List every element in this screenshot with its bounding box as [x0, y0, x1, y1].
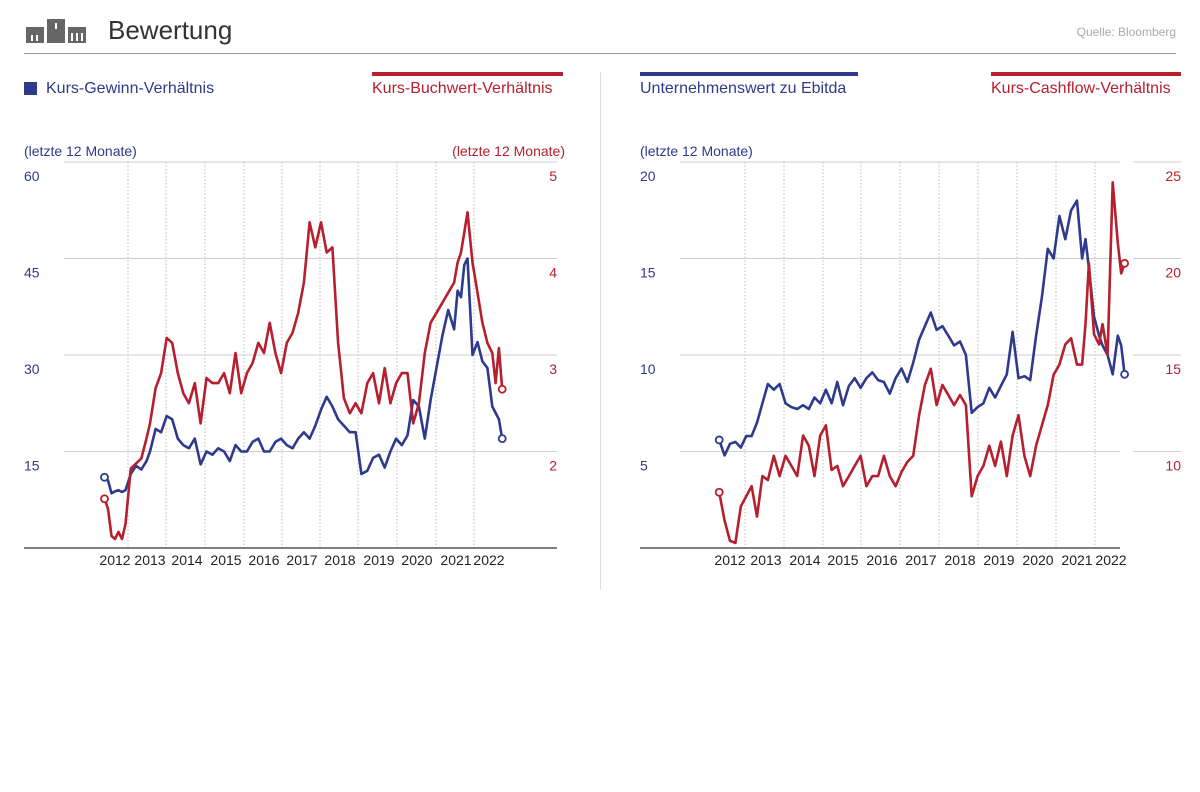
series-end-marker [1120, 369, 1129, 379]
legend-line-kcv [991, 72, 1181, 76]
x-tick-label: 2018 [944, 552, 975, 568]
series-end-marker [497, 434, 507, 444]
x-tick-label: 2017 [286, 552, 317, 568]
y-tick-right: 2 [549, 458, 557, 474]
x-tick-label: 2017 [905, 552, 936, 568]
x-tick-label: 2021 [440, 552, 471, 568]
header-rule [24, 53, 1176, 54]
series-start-marker [714, 435, 724, 445]
x-tick-label: 2019 [983, 552, 1014, 568]
unit-label-left: (letzte 12 Monate) [24, 143, 137, 159]
legend-ev-ebitda: Unternehmenswert zu Ebitda [640, 80, 847, 97]
y-tick-left: 15 [24, 458, 40, 474]
legend-kgv: Kurs-Gewinn-Verhältnis [46, 80, 215, 97]
y-tick-left: 60 [24, 168, 40, 184]
x-tick-label: 2013 [134, 552, 165, 568]
x-tick-label: 2020 [401, 552, 432, 568]
x-tick-label: 2015 [827, 552, 858, 568]
y-tick-left: 30 [24, 361, 40, 377]
x-tick-label: 2012 [99, 552, 130, 568]
logo-icon [26, 19, 86, 43]
y-tick-left: 10 [640, 361, 656, 377]
unit-label-right: (letzte 12 Monate) [452, 143, 565, 159]
source-note: Quelle: Bloomberg [1076, 25, 1176, 39]
x-tick-label: 2022 [473, 552, 504, 568]
x-tick-label: 2019 [363, 552, 394, 568]
y-tick-right: 20 [1165, 265, 1181, 281]
y-tick-right: 15 [1165, 361, 1181, 377]
x-tick-label: 2022 [1095, 552, 1126, 568]
panel-separator [600, 72, 601, 590]
series-line-blue [103, 257, 504, 495]
header: Bewertung Quelle: Bloomberg [0, 0, 1200, 56]
series-line-red [103, 211, 504, 541]
page-title: Bewertung [108, 15, 233, 45]
unit-label-left-2: (letzte 12 Monate) [640, 143, 753, 159]
x-tick-label: 2020 [1022, 552, 1053, 568]
series-line-blue [717, 199, 1126, 457]
series-end-marker [497, 384, 507, 394]
y-tick-left: 15 [640, 265, 656, 281]
y-tick-right: 4 [549, 265, 557, 281]
y-tick-left: 5 [640, 458, 648, 474]
series-start-marker [714, 487, 724, 497]
y-tick-right: 3 [549, 361, 557, 377]
series-start-marker [100, 494, 109, 504]
x-tick-label: 2021 [1061, 552, 1092, 568]
series-end-marker [1120, 258, 1129, 268]
y-tick-left: 45 [24, 265, 40, 281]
legend-line-ev-ebitda [640, 72, 858, 76]
x-tick-label: 2016 [248, 552, 279, 568]
series-start-marker [100, 472, 109, 482]
y-tick-left: 20 [640, 168, 656, 184]
legend-swatch-kgv [24, 82, 37, 95]
x-tick-label: 2015 [210, 552, 241, 568]
y-tick-right: 25 [1165, 168, 1181, 184]
x-tick-label: 2016 [866, 552, 897, 568]
legend-kbv: Kurs-Buchwert-Verhältnis [372, 80, 553, 97]
x-tick-label: 2014 [789, 552, 820, 568]
legend-kcv: Kurs-Cashflow-Verhältnis [991, 80, 1171, 97]
y-tick-right: 10 [1165, 458, 1181, 474]
x-tick-label: 2014 [171, 552, 202, 568]
legend-line-kbv [372, 72, 563, 76]
x-tick-label: 2018 [324, 552, 355, 568]
x-tick-label: 2012 [714, 552, 745, 568]
y-tick-right: 5 [549, 168, 557, 184]
x-tick-label: 2013 [750, 552, 781, 568]
series-line-red [717, 181, 1126, 545]
